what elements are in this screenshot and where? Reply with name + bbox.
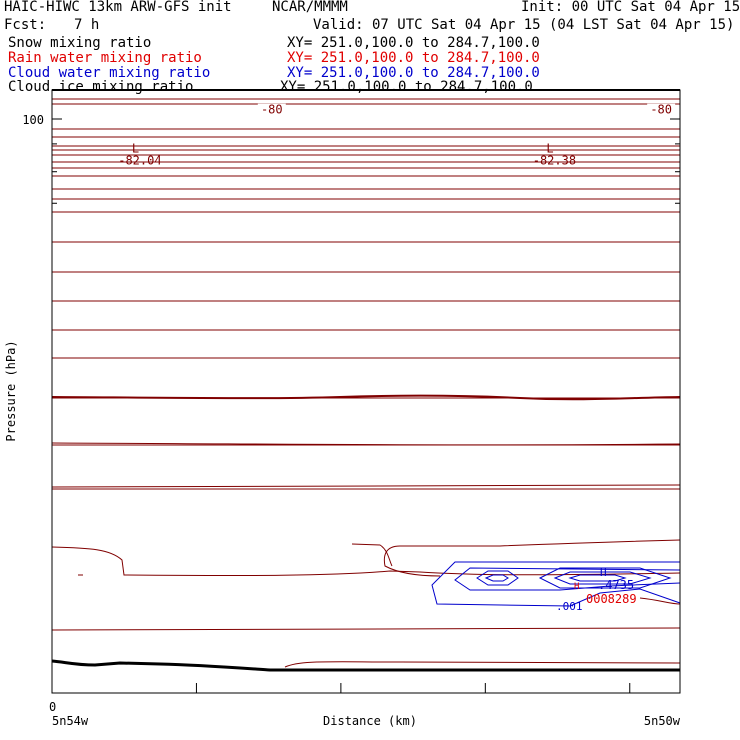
temperature-contour	[51, 546, 681, 577]
cloud-water-contour-label: .001	[556, 600, 583, 613]
forecast-value: 7 h	[74, 17, 100, 33]
init-time: Init: 00 UTC Sat 04 Apr 15	[521, 0, 740, 15]
cloud-water-contour	[568, 574, 627, 582]
temperature-contour	[51, 484, 681, 488]
cloud-water-contour	[538, 567, 672, 589]
cloud-water-max-value: .4735	[598, 578, 634, 592]
org-label: NCAR/MMMM	[272, 0, 348, 15]
minimum-value: -82.04	[118, 154, 161, 168]
temperature-label: -80	[261, 103, 283, 117]
forecast-label: Fcst:	[4, 17, 47, 33]
y-axis-title: Pressure (hPa)	[4, 340, 18, 441]
legend-cloud-water: Cloud water mixing ratio	[8, 65, 211, 81]
x-start-label: 5n54w	[52, 714, 89, 728]
cloud-water-contour	[476, 570, 519, 586]
legend-cloud-water-xy: XY= 251.0,100.0 to 284.7,100.0	[287, 65, 540, 81]
x-axis-title: Distance (km)	[323, 714, 417, 728]
cloud-water-contour	[484, 574, 509, 582]
temperature-contour	[639, 597, 681, 605]
minimum-mark: L	[132, 142, 139, 156]
label-bg	[257, 103, 286, 116]
cloud-water-contour	[454, 567, 681, 591]
cloud-water-contour	[553, 571, 652, 585]
cloud-water-contour	[431, 561, 681, 607]
x-end-label: 5n50w	[644, 714, 681, 728]
cloud-water-max-mark: H	[600, 566, 607, 579]
terrain-line	[51, 659, 680, 672]
temperature-contour	[284, 661, 681, 668]
temperature-contour	[351, 543, 393, 567]
legend-snow-xy: XY= 251.0,100.0 to 284.7,100.0	[287, 35, 540, 51]
temperature-label: -80	[650, 103, 672, 117]
model-title: HAIC-HIWC 13km ARW-GFS init	[4, 0, 232, 15]
legend-rain: Rain water mixing ratio	[8, 50, 202, 66]
zero-isotherm	[51, 394, 681, 401]
temperature-contour	[51, 627, 681, 631]
rain-max-mark: H	[574, 582, 579, 592]
minimum-value: -82.38	[533, 154, 576, 168]
temperature-contour	[51, 442, 681, 446]
y-tick-label: 100	[22, 113, 44, 127]
valid-time: Valid: 07 UTC Sat 04 Apr 15 (04 LST Sat …	[313, 17, 735, 33]
rain-max-value: 0008289	[586, 592, 637, 606]
label-bg	[647, 103, 676, 116]
temperature-contour	[383, 539, 681, 577]
minimum-mark: L	[546, 142, 553, 156]
x-origin-label: 0	[49, 700, 56, 714]
legend-rain-xy: XY= 251.0,100.0 to 284.7,100.0	[287, 50, 540, 66]
legend-snow: Snow mixing ratio	[8, 35, 152, 51]
